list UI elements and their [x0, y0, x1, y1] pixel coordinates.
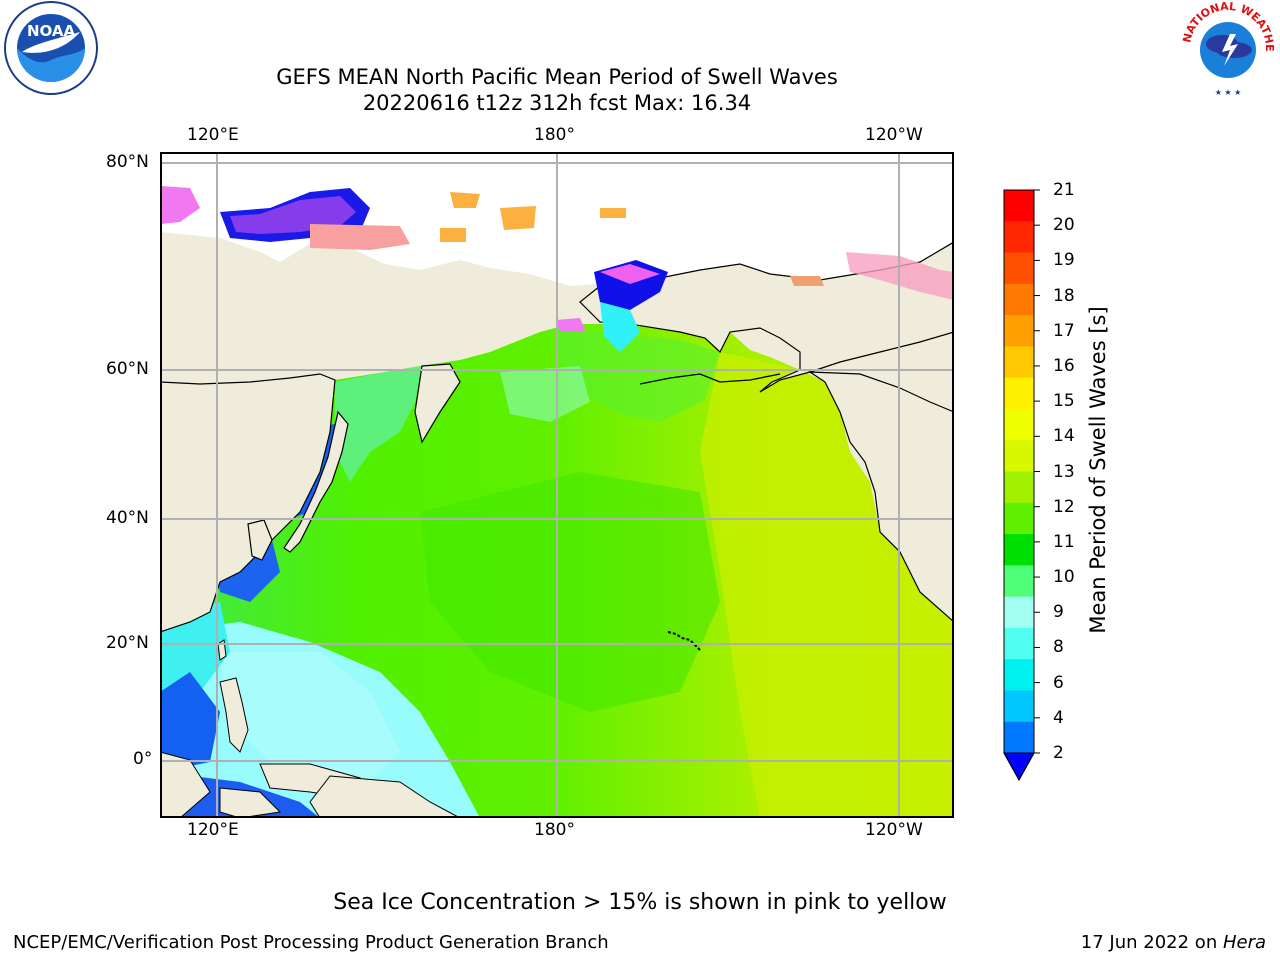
lon-tick-bottom-120w: 120°W — [865, 820, 923, 840]
map-panel — [160, 152, 954, 818]
colorbar-tick-label: 21 — [1053, 180, 1075, 200]
colorbar-tick-label: 2 — [1053, 743, 1064, 763]
colorbar — [990, 180, 1110, 790]
lon-tick-bottom-120e: 120°E — [187, 820, 239, 840]
lon-tick-top-120e: 120°E — [187, 125, 239, 145]
lat-tick-0: 0° — [133, 749, 153, 769]
map-svg — [160, 152, 954, 818]
lat-tick-40n: 40°N — [106, 508, 149, 528]
colorbar-segment — [1004, 534, 1034, 566]
high-period-zone — [700, 352, 954, 818]
colorbar-segment — [1004, 440, 1034, 472]
colorbar-tick-label: 19 — [1053, 250, 1075, 271]
new-guinea — [309, 775, 461, 818]
colorbar-segment — [1004, 408, 1034, 441]
colorbar-tick-label: 12 — [1053, 496, 1075, 517]
footer-machine: Hera — [1222, 932, 1266, 953]
lon-tick-top-180: 180° — [534, 125, 575, 145]
nws-logo: NATIONAL WEATHER SERVICE ★ ★ ★ — [1172, 0, 1280, 100]
philippines — [219, 677, 249, 753]
colorbar-segment — [1004, 346, 1034, 379]
lon-tick-bottom-180: 180° — [534, 820, 575, 840]
sea-ice-footnote: Sea Ice Concentration > 15% is shown in … — [333, 890, 947, 915]
colorbar-segment — [1004, 377, 1034, 410]
colorbar-tick-label: 15 — [1053, 391, 1075, 412]
lon-tick-top-120w: 120°W — [865, 125, 923, 145]
lat-tick-60n: 60°N — [106, 359, 149, 379]
colorbar-segment — [1004, 502, 1034, 535]
noaa-logo-text: NOAA — [27, 22, 76, 40]
colorbar-tick-label: 11 — [1053, 531, 1075, 552]
colorbar-segment — [1004, 690, 1034, 723]
colorbar-tick-label: 6 — [1053, 672, 1064, 693]
colorbar-label-wrap: Mean Period of Swell Waves [s] — [1086, 306, 1120, 633]
colorbar-tick-label: 9 — [1053, 602, 1064, 623]
colorbar-segment — [1004, 721, 1034, 754]
footer-date: 17 Jun 2022 on Hera — [1081, 932, 1266, 953]
lat-tick-80n: 80°N — [106, 152, 149, 172]
colorbar-segment — [1004, 283, 1034, 316]
colorbar-ticks: 21 20 19 18 17 16 15 14 13 12 11 10 9 8 6 4 2 — [1053, 178, 1093, 778]
colorbar-segment — [1004, 659, 1034, 691]
colorbar-segment — [1004, 471, 1034, 504]
colorbar-tick-label: 16 — [1053, 355, 1075, 376]
alaska — [579, 241, 954, 393]
asia-landmass — [160, 373, 336, 633]
map-frame — [160, 152, 954, 818]
colorbar-segment — [1004, 221, 1034, 254]
colorbar-segment — [1004, 190, 1034, 222]
sea-ice — [160, 186, 200, 224]
colorbar-tick-label: 17 — [1053, 320, 1075, 341]
japan — [283, 410, 349, 553]
lat-tick-20n: 20°N — [106, 633, 149, 653]
colorbar-segment — [1004, 596, 1034, 629]
title-line-2: 20220616 t12z 312h fcst Max: 16.34 — [362, 91, 752, 115]
colorbar-segment — [1004, 565, 1034, 598]
noaa-logo: NOAA — [0, 0, 104, 100]
colorbar-segment — [1004, 252, 1034, 285]
colorbar-tick-label: 8 — [1053, 637, 1064, 658]
footer-credit: NCEP/EMC/Verification Post Processing Pr… — [13, 932, 609, 953]
colorbar-tick-label: 4 — [1053, 707, 1064, 728]
colorbar-tick-label: 14 — [1053, 426, 1075, 447]
colorbar-frame — [1003, 189, 1035, 782]
colorbar-segment — [1004, 627, 1034, 660]
hawaii — [667, 631, 701, 651]
colorbar-tick-label: 20 — [1053, 215, 1075, 236]
colorbar-segment — [1004, 315, 1034, 347]
graticule — [160, 152, 954, 818]
colorbar-under-arrow — [1003, 752, 1035, 782]
colorbar-tick-label: 10 — [1053, 567, 1075, 588]
footer-date-text: 17 Jun 2022 on — [1080, 932, 1223, 953]
colorbar-svg — [1003, 189, 1040, 782]
title-line-1: GEFS MEAN North Pacific Mean Period of S… — [276, 65, 838, 89]
colorbar-label: Mean Period of Swell Waves [s] — [1086, 306, 1110, 634]
colorbar-tick-label: 18 — [1053, 285, 1075, 306]
svg-text:★ ★ ★: ★ ★ ★ — [1215, 88, 1242, 97]
colorbar-tick-label: 13 — [1053, 461, 1075, 482]
